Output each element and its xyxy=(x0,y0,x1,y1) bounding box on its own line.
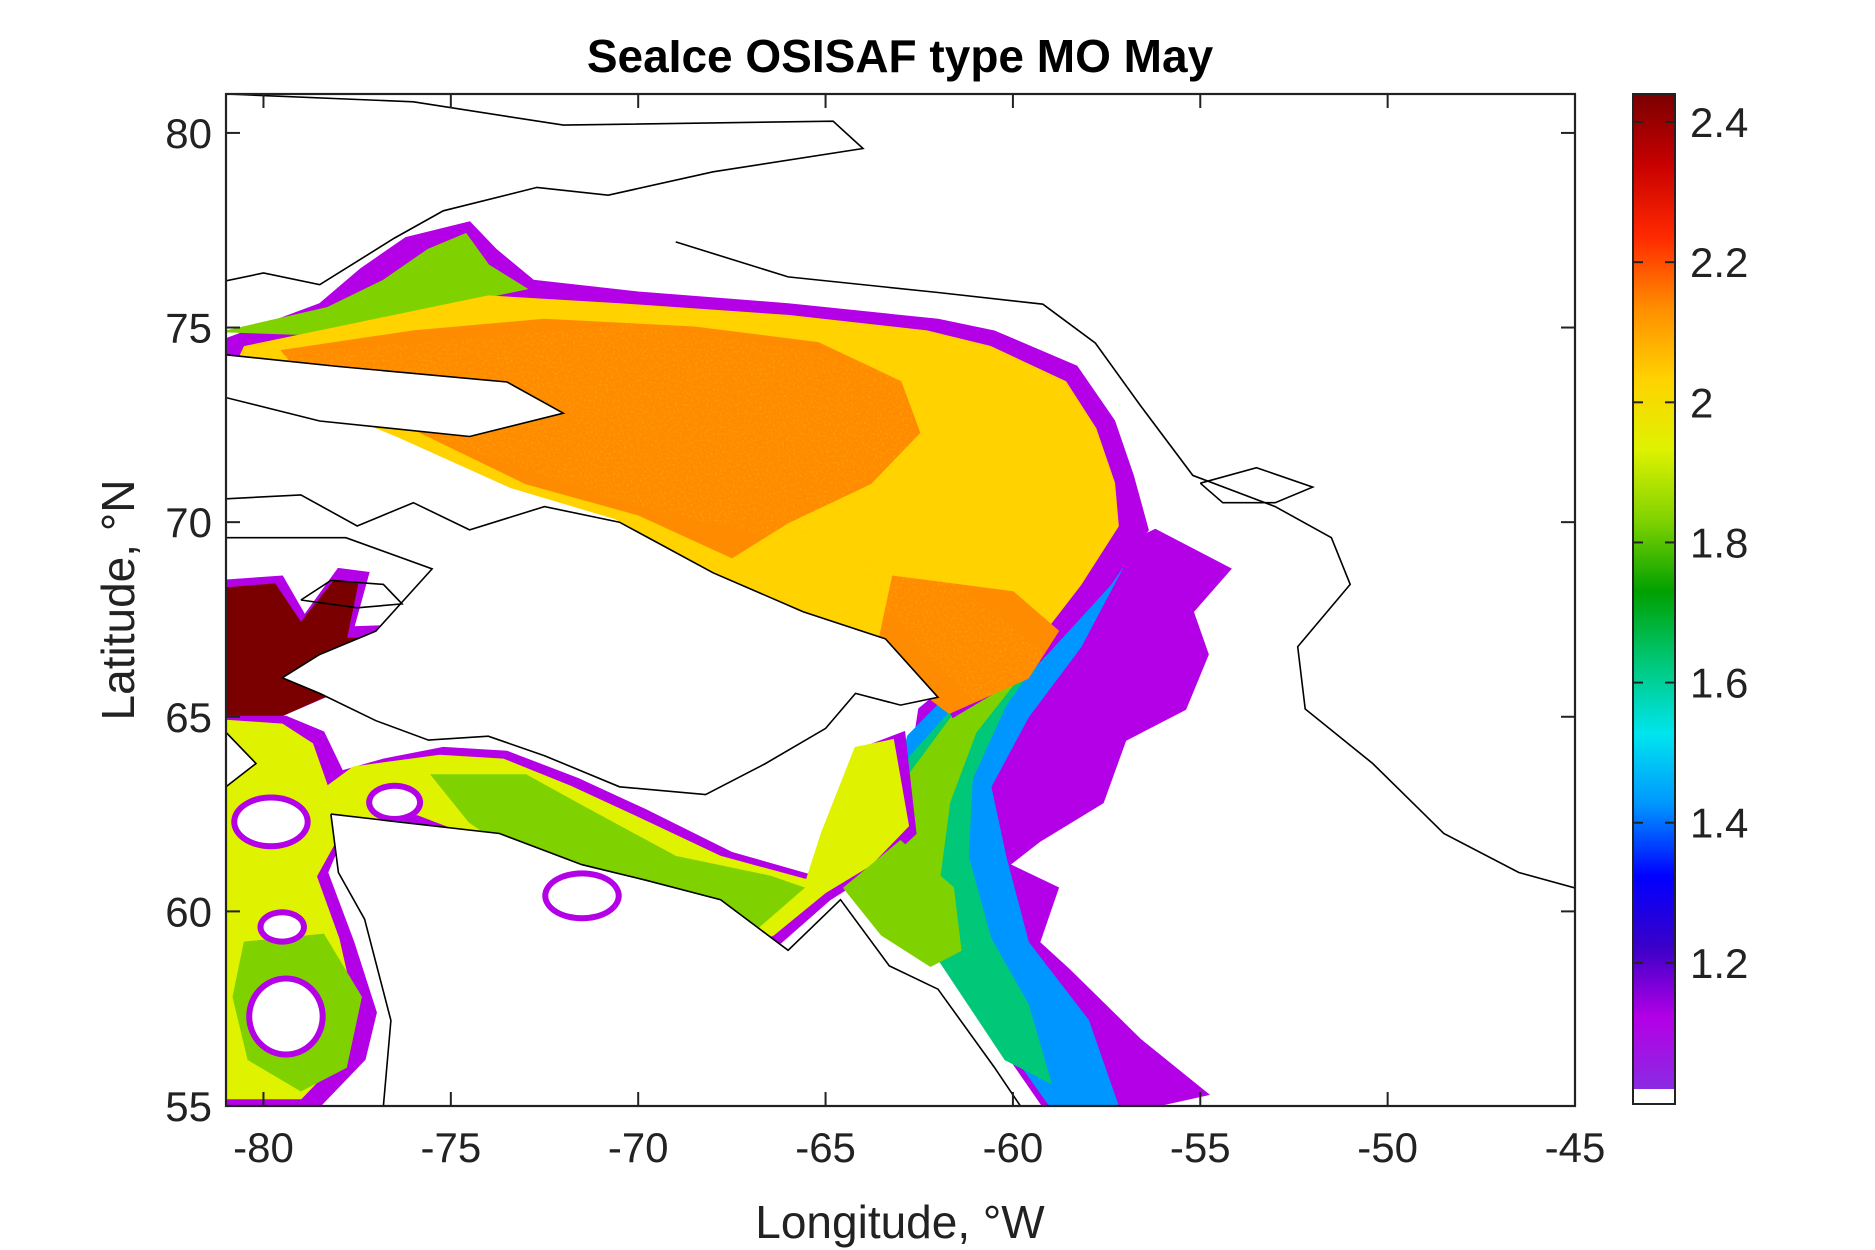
greenland-land xyxy=(675,94,1575,888)
x-tick-label: -45 xyxy=(1545,1124,1606,1171)
colorbar-tick-label: 1.8 xyxy=(1690,519,1748,566)
sea-ice-field xyxy=(226,94,1575,1106)
coastline-4 xyxy=(330,813,1022,1106)
coastline-1 xyxy=(226,94,865,286)
x-tick-label: -65 xyxy=(795,1124,856,1171)
y-tick-label: 75 xyxy=(165,305,212,352)
baffin-island-land xyxy=(226,494,938,795)
coastline-6 xyxy=(226,731,258,788)
island-4 xyxy=(372,788,418,817)
coastline-7 xyxy=(300,579,404,609)
x-axis: -80 -75 -70 -65 -60 -55 -50 -45 xyxy=(233,94,1605,1171)
coastline-3 xyxy=(675,241,1575,889)
x-tick-label: -55 xyxy=(1170,1124,1231,1171)
colorbar-ticks: 1.2 1.4 1.6 1.8 2 2.2 2.4 xyxy=(1633,99,1748,987)
x-tick-label: -60 xyxy=(983,1124,1044,1171)
coastline-0 xyxy=(226,494,940,796)
x-axis-label: Longitude, °W xyxy=(755,1196,1045,1248)
coastline-5 xyxy=(330,813,392,1106)
y-tick-label: 80 xyxy=(165,110,212,157)
coastline-8 xyxy=(1199,466,1315,504)
ungava-green-region xyxy=(842,839,962,968)
y-tick-label: 70 xyxy=(165,499,212,546)
colorbar-tick-label: 2.2 xyxy=(1690,239,1748,286)
y-axis: 55 60 65 70 75 80 xyxy=(165,110,1575,1130)
colorbar-frame xyxy=(1632,93,1676,1105)
coastline-2 xyxy=(226,354,566,438)
bylot-island-land xyxy=(226,354,564,437)
colorbar-gradient xyxy=(1633,94,1675,1089)
x-tick-label: -80 xyxy=(233,1124,294,1171)
x-tick-label: -50 xyxy=(1357,1124,1418,1171)
y-tick-label: 60 xyxy=(165,888,212,935)
island-1 xyxy=(263,915,301,939)
southampton-island-land xyxy=(226,732,256,787)
ungava-peninsula-land xyxy=(330,814,1021,1106)
plot-area xyxy=(224,92,1577,1108)
chart-title: SeaIce OSISAF type MO May xyxy=(587,30,1214,82)
colorbar-nodata-swatch xyxy=(1633,1089,1675,1104)
colorbar-tick-label: 2 xyxy=(1690,379,1713,426)
x-tick-label: -70 xyxy=(608,1124,669,1171)
colorbar-tick-label: 2.4 xyxy=(1690,99,1748,146)
x-tick-label: -75 xyxy=(420,1124,481,1171)
colorbar-tick-label: 1.2 xyxy=(1690,940,1748,987)
y-tick-label: 55 xyxy=(165,1083,212,1130)
plot-frame xyxy=(224,92,1577,1108)
island-2 xyxy=(252,981,320,1052)
colorbar-tick-label: 1.4 xyxy=(1690,800,1748,847)
island-0 xyxy=(237,800,305,844)
colorbar: 1.2 1.4 1.6 1.8 2 2.2 2.4 xyxy=(1632,93,1748,1105)
island-3 xyxy=(548,876,616,916)
y-tick-label: 65 xyxy=(165,694,212,741)
y-axis-label: Latitude, °N xyxy=(92,480,144,721)
coastlines xyxy=(226,94,1575,1106)
colorbar-tick-label: 1.6 xyxy=(1690,660,1748,707)
